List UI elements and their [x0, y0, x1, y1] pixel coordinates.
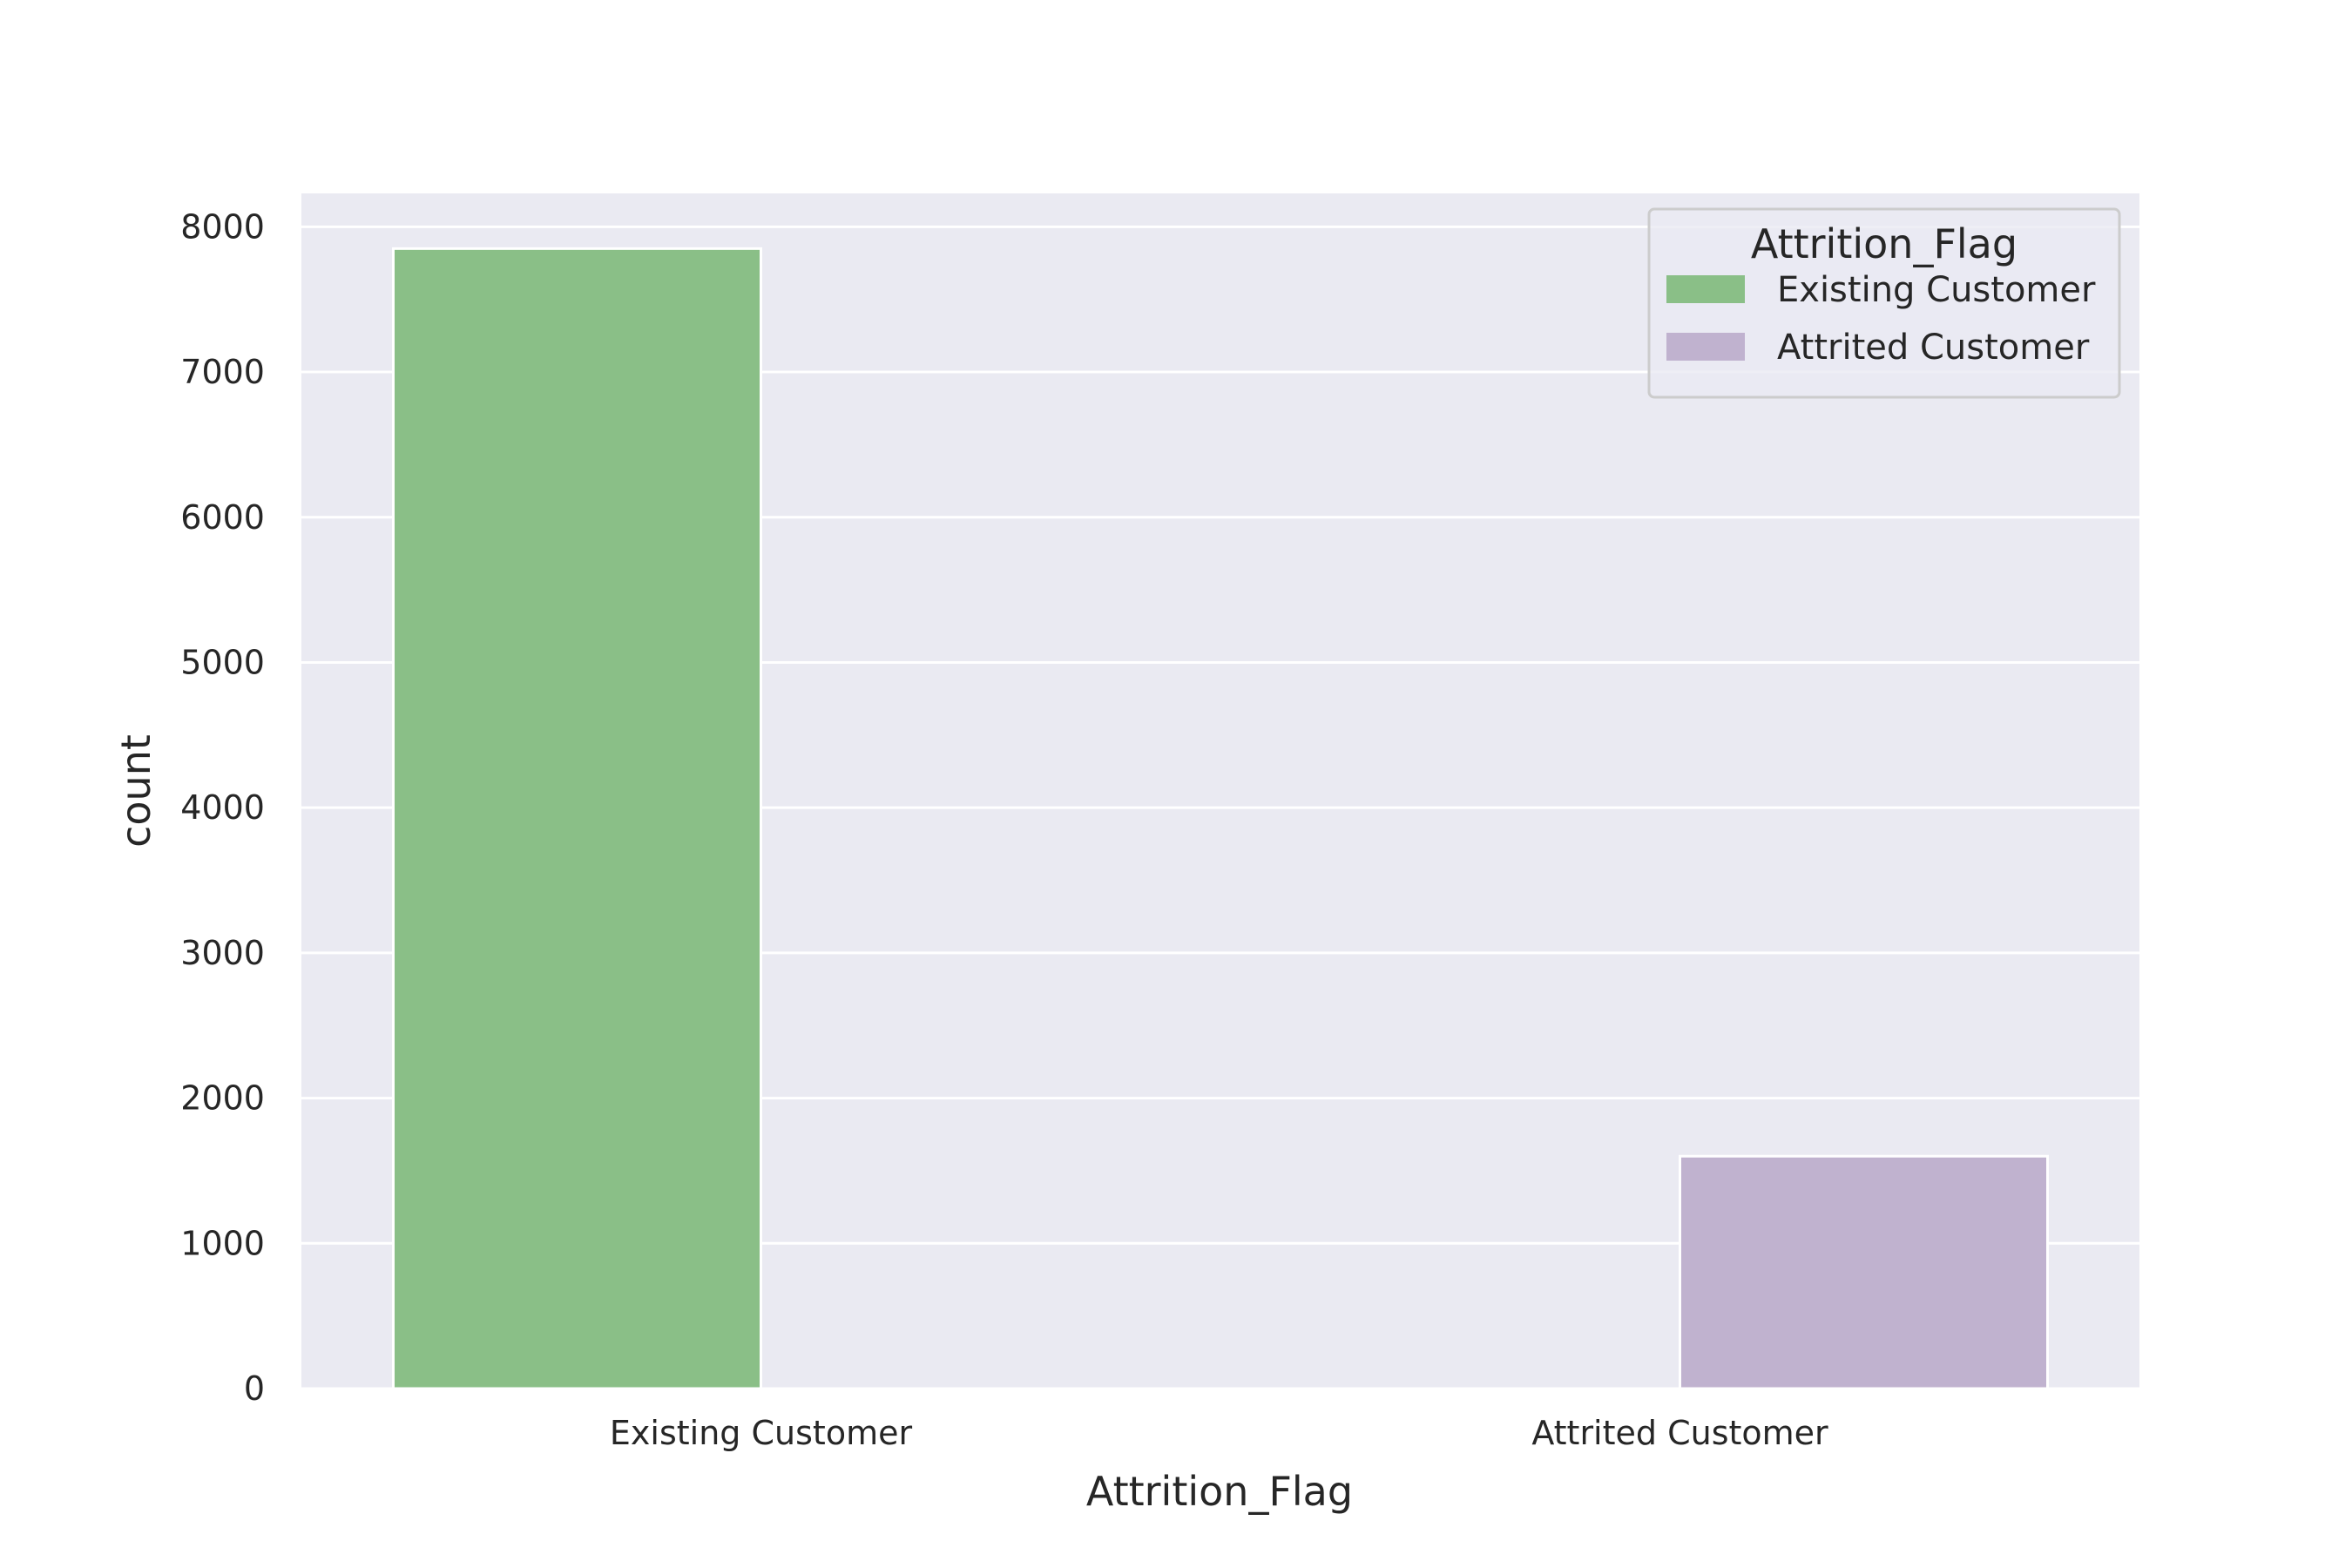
x-axis-label: Attrition_Flag — [1086, 1468, 1353, 1515]
bar-attrited-customer — [1679, 1154, 2049, 1390]
bar-existing-customer — [392, 247, 762, 1390]
legend-title: Attrition_Flag — [1751, 220, 2017, 267]
legend-box — [1647, 207, 2121, 399]
y-tick-label: 5000 — [180, 643, 265, 681]
legend-swatch — [1666, 333, 1745, 361]
y-tick-label: 6000 — [180, 498, 265, 537]
legend-items: Existing Customer Attrited Customer — [1666, 270, 2096, 368]
legend: Attrition_Flag Existing Customer Attrited… — [1647, 207, 2121, 399]
bars — [392, 247, 2049, 1390]
y-tick-label: 7000 — [180, 353, 265, 391]
y-tick-label: 8000 — [180, 207, 265, 246]
y-axis-label: count — [112, 734, 159, 848]
y-tick-labels: 0 1000 2000 3000 4000 5000 6000 7000 8000 — [180, 207, 265, 1408]
legend-swatch — [1666, 275, 1745, 303]
x-tick-labels: Existing Customer Attrited Customer — [610, 1414, 1828, 1452]
y-tick-label: 0 — [244, 1369, 265, 1408]
x-tick-label: Existing Customer — [610, 1414, 913, 1452]
y-tick-label: 2000 — [180, 1079, 265, 1118]
legend-label: Attrited Customer — [1777, 328, 2090, 368]
y-tick-label: 3000 — [180, 934, 265, 972]
x-tick-label: Attrited Customer — [1531, 1414, 1828, 1452]
y-tick-label: 4000 — [180, 788, 265, 827]
legend-label: Existing Customer — [1777, 270, 2096, 310]
y-tick-label: 1000 — [180, 1224, 265, 1262]
